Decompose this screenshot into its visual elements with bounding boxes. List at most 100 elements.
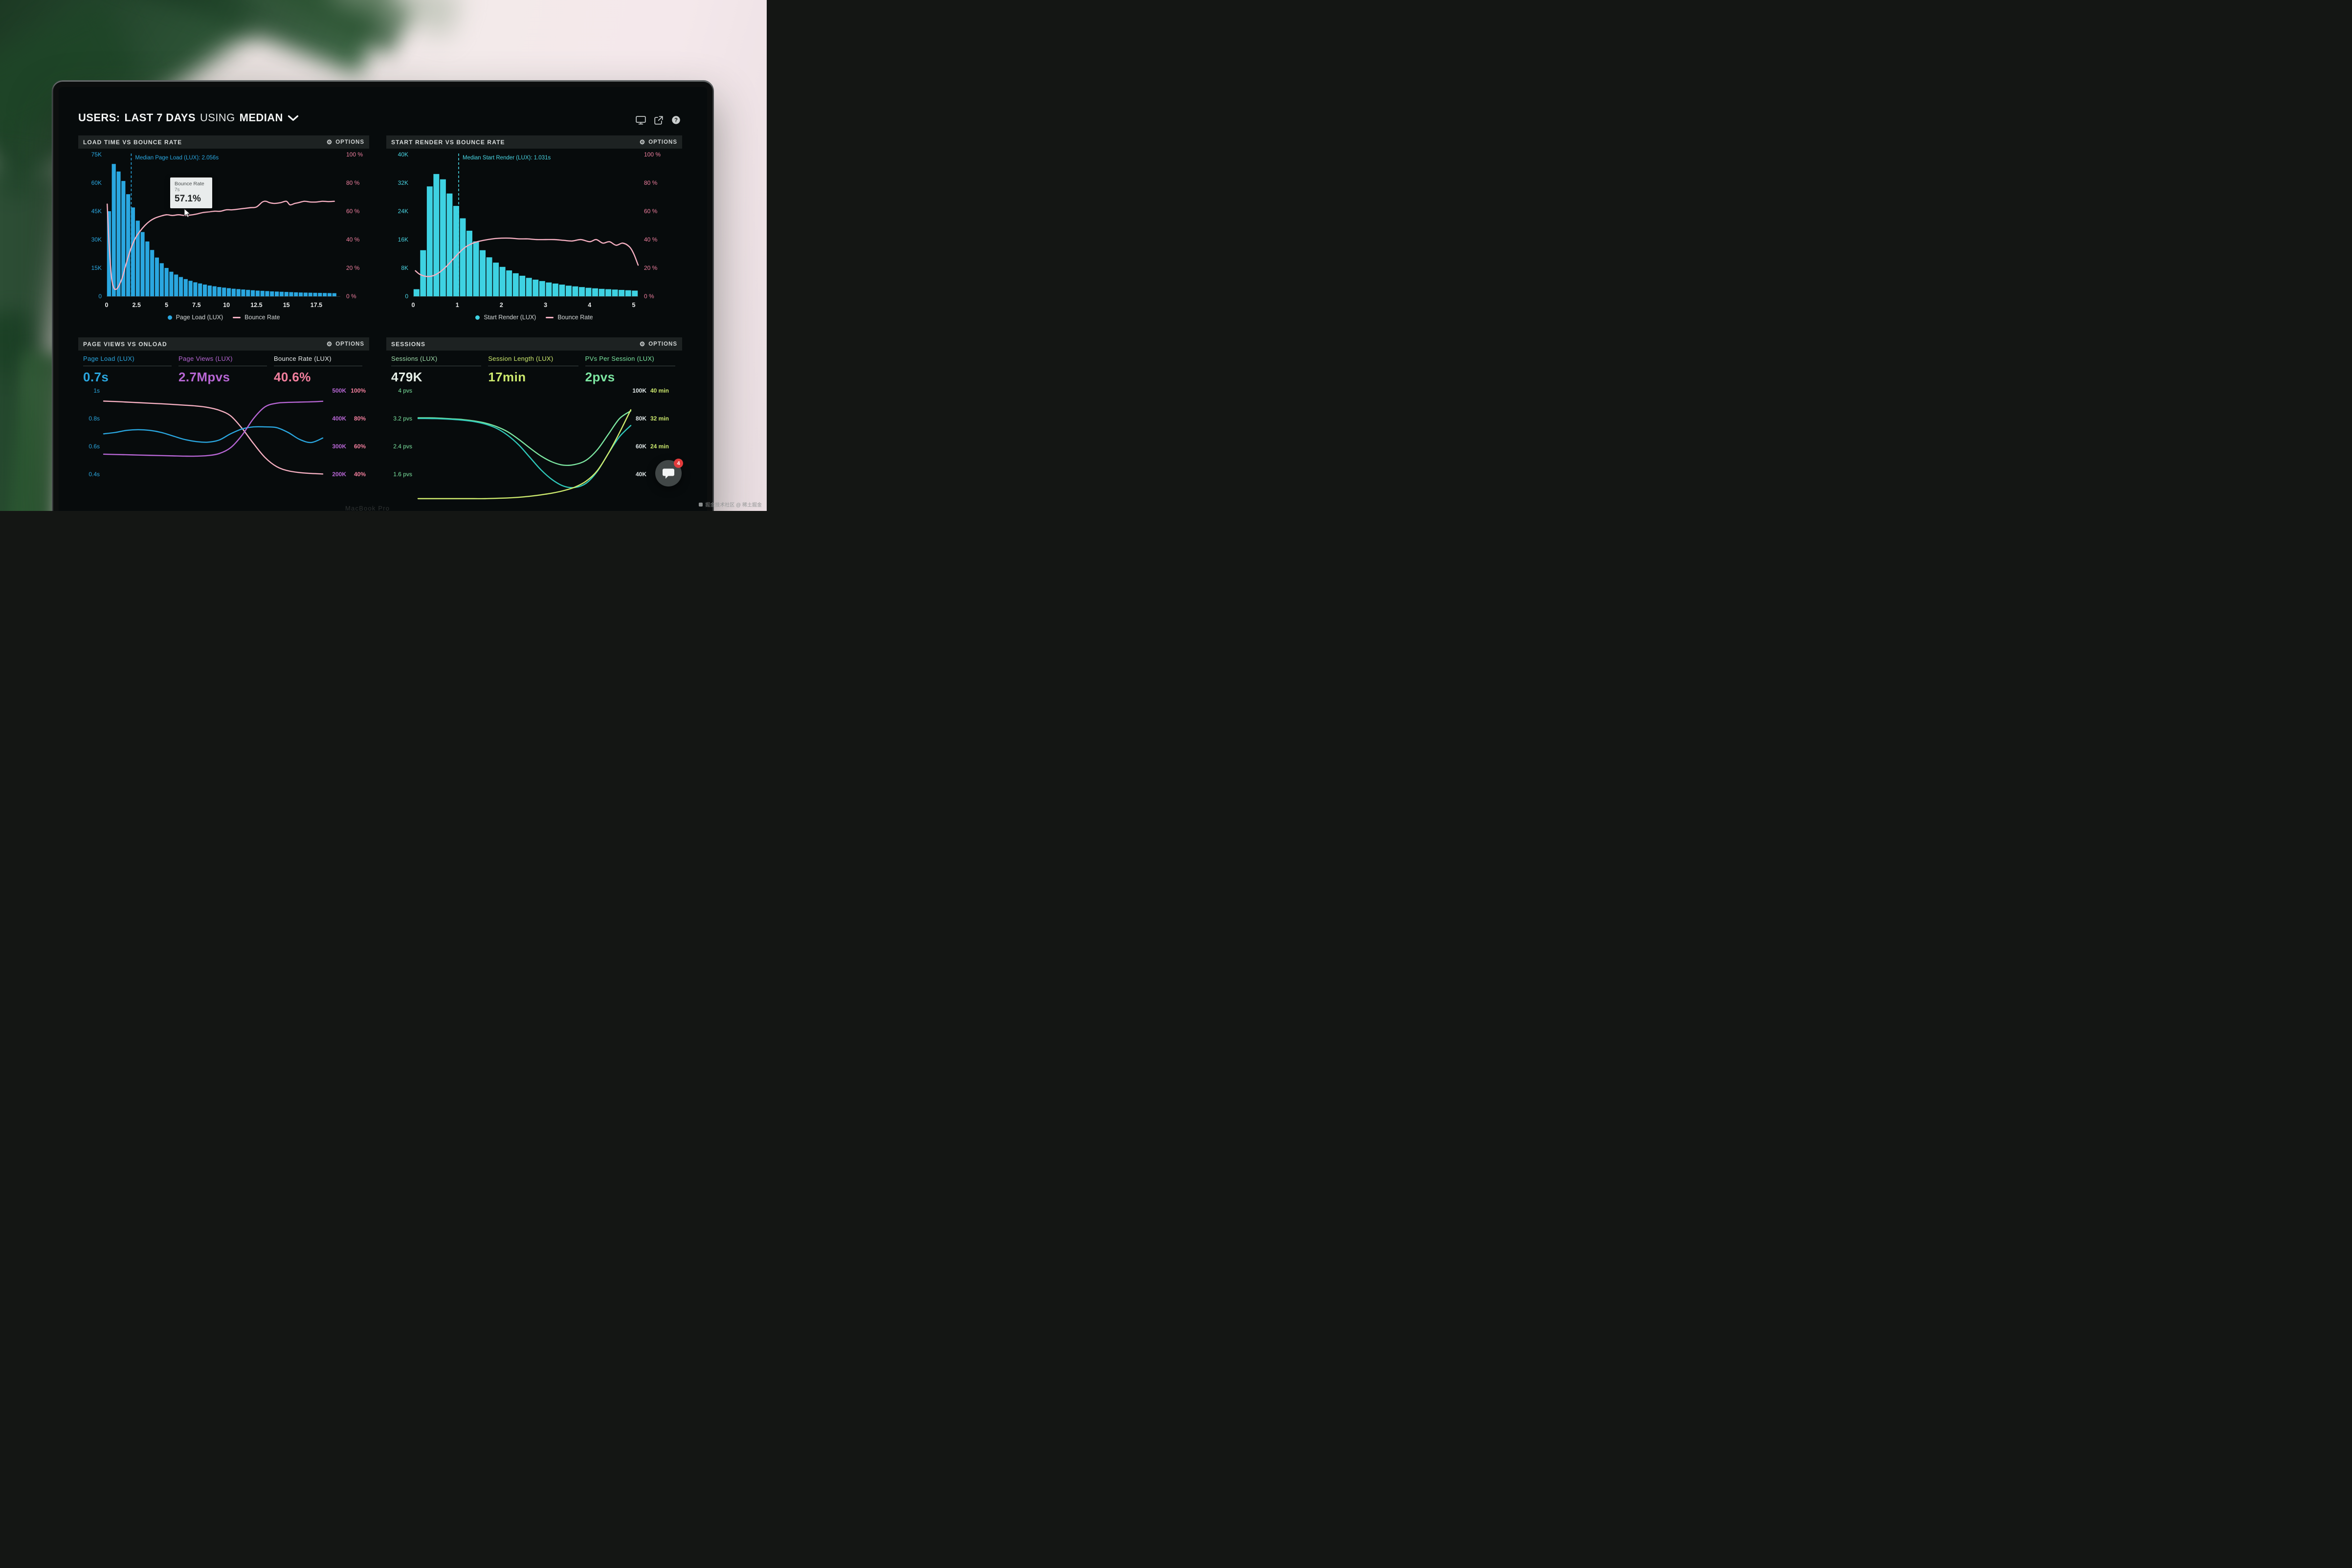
metric-summary-row: Sessions (LUX) 479K Session Length (LUX)… — [386, 351, 682, 385]
svg-text:?: ? — [674, 117, 678, 123]
legend-line-icon — [233, 316, 241, 318]
options-button[interactable]: ⚙ OPTIONS — [640, 341, 677, 347]
svg-text:0.8s: 0.8s — [89, 415, 100, 422]
metric-value: 479K — [391, 370, 422, 384]
svg-text:32K: 32K — [398, 179, 408, 186]
svg-text:2: 2 — [500, 302, 503, 309]
laptop-brand-text: MacBook Pro — [345, 505, 390, 511]
legend-label: Bounce Rate — [557, 314, 593, 321]
options-button[interactable]: ⚙ OPTIONS — [327, 341, 364, 347]
svg-text:15: 15 — [283, 302, 290, 309]
display-icon[interactable] — [636, 115, 646, 125]
svg-text:4: 4 — [588, 302, 591, 309]
svg-text:12.5: 12.5 — [250, 302, 262, 309]
svg-text:60 %: 60 % — [346, 208, 360, 215]
options-button[interactable]: ⚙ OPTIONS — [327, 139, 364, 145]
header-title-users: USERS: — [78, 111, 120, 124]
legend-dot-icon — [475, 315, 480, 320]
svg-text:60 %: 60 % — [644, 208, 658, 215]
metric-value: 2.7Mpvs — [178, 370, 230, 384]
load-time-histogram-canvas[interactable]: 75K 60K 45K 30K 15K 0 100 % 80 % 60 % 40 % 20 % 0 %… — [78, 149, 369, 313]
gear-icon: ⚙ — [639, 340, 646, 348]
svg-text:0 %: 0 % — [346, 293, 356, 300]
svg-text:40 %: 40 % — [346, 236, 360, 243]
svg-text:0.6s: 0.6s — [89, 443, 100, 450]
chevron-down-icon[interactable] — [288, 115, 299, 121]
chat-widget-button[interactable]: 4 — [655, 459, 683, 486]
gear-icon: ⚙ — [326, 340, 333, 348]
options-label: OPTIONS — [648, 139, 677, 145]
metric-pvs-per-session: PVs Per Session (LUX) 2pvs — [585, 355, 682, 385]
plant-leaf — [104, 0, 395, 75]
svg-text:60K: 60K — [636, 443, 646, 450]
svg-text:24 min: 24 min — [650, 443, 669, 450]
metric-value: 17min — [488, 370, 526, 384]
metric-label: Bounce Rate (LUX) — [274, 355, 332, 362]
svg-text:0: 0 — [98, 293, 102, 300]
panel-load-time-vs-bounce-rate: LOAD TIME VS BOUNCE RATE ⚙ OPTIONS 75K 60… — [78, 135, 369, 321]
chart-legend: Start Render (LUX) Bounce Rate — [386, 314, 682, 321]
svg-text:100 %: 100 % — [346, 151, 363, 158]
help-icon[interactable]: ? — [671, 115, 681, 125]
svg-text:200K: 200K — [332, 471, 346, 478]
panel-header: LOAD TIME VS BOUNCE RATE ⚙ OPTIONS — [78, 135, 369, 149]
options-button[interactable]: ⚙ OPTIONS — [640, 139, 677, 145]
start-render-histogram-canvas[interactable]: 40K 32K 24K 16K 8K 0 100 % 80 % 60 % 40 % 20 % 0 % 0… — [386, 149, 682, 313]
metric-sessions: Sessions (LUX) 479K — [391, 355, 488, 385]
svg-text:17.5: 17.5 — [311, 302, 322, 309]
laptop-frame: USERS: LAST 7 DAYS USING MEDIAN ? — [52, 80, 714, 511]
svg-text:20 %: 20 % — [346, 265, 360, 271]
svg-text:8K: 8K — [401, 265, 408, 271]
svg-text:2.4 pvs: 2.4 pvs — [393, 443, 412, 450]
page-views-line-chart-canvas[interactable]: 1s 0.8s 0.6s 0.4s 500K 400K 300K 200K 100% 80% 60%… — [78, 385, 369, 510]
svg-text:40%: 40% — [354, 471, 366, 478]
svg-text:80%: 80% — [354, 415, 366, 422]
svg-text:40 %: 40 % — [644, 236, 658, 243]
legend-label: Start Render (LUX) — [484, 314, 536, 321]
plant-leaf — [250, 0, 415, 56]
svg-text:80 %: 80 % — [346, 179, 360, 186]
chart-tooltip: Bounce Rate 7s 57.1% — [170, 177, 212, 208]
svg-text:5: 5 — [165, 302, 168, 309]
gear-icon: ⚙ — [326, 138, 333, 146]
svg-text:3: 3 — [544, 302, 547, 309]
svg-text:0: 0 — [412, 302, 415, 309]
legend-dot-icon — [167, 315, 172, 320]
metric-summary-row: Page Load (LUX) 0.7s Page Views (LUX) 2.… — [78, 351, 369, 385]
panel-header: PAGE VIEWS VS ONLOAD ⚙ OPTIONS — [78, 337, 369, 351]
external-link-icon[interactable] — [654, 115, 663, 125]
load-time-chart-area: 75K 60K 45K 30K 15K 0 100 % 80 % 60 % 40 % 20 % 0 %… — [78, 149, 369, 321]
svg-text:7.5: 7.5 — [192, 302, 200, 309]
svg-text:20 %: 20 % — [644, 265, 658, 271]
metric-value: 0.7s — [83, 370, 109, 384]
svg-text:60K: 60K — [91, 179, 102, 186]
dashboard-scope-dropdown[interactable]: USERS: LAST 7 DAYS USING MEDIAN — [78, 111, 299, 124]
svg-text:40K: 40K — [636, 471, 646, 478]
metric-bounce-rate: Bounce Rate (LUX) 40.6% — [274, 355, 369, 385]
metric-session-length: Session Length (LUX) 17min — [488, 355, 585, 385]
svg-text:80K: 80K — [636, 415, 646, 422]
panel-sessions: SESSIONS ⚙ OPTIONS Sessions (LUX) 479K S… — [386, 337, 682, 510]
panel-title: SESSIONS — [391, 340, 426, 348]
chart-legend: Page Load (LUX) Bounce Rate — [78, 314, 369, 321]
metric-page-load: Page Load (LUX) 0.7s — [83, 355, 178, 385]
panel-page-views-vs-onload: PAGE VIEWS VS ONLOAD ⚙ OPTIONS Page Load… — [78, 337, 369, 510]
juejin-logo-icon — [699, 502, 703, 507]
tooltip-value: 57.1% — [175, 194, 201, 204]
sessions-line-chart-canvas[interactable]: 4 pvs 3.2 pvs 2.4 pvs 1.6 pvs 100K 80K 60K 40K 4… — [386, 385, 682, 510]
svg-text:0.4s: 0.4s — [89, 471, 100, 478]
svg-text:10: 10 — [223, 302, 230, 309]
options-label: OPTIONS — [648, 341, 677, 347]
svg-text:100%: 100% — [351, 387, 366, 394]
page-views-chart-area: 1s 0.8s 0.6s 0.4s 500K 400K 300K 200K 100% 80% 60%… — [78, 385, 369, 510]
svg-text:400K: 400K — [332, 415, 346, 422]
options-label: OPTIONS — [335, 139, 364, 145]
legend-label: Page Load (LUX) — [176, 314, 223, 321]
svg-text:0 %: 0 % — [644, 293, 654, 300]
svg-text:100 %: 100 % — [644, 151, 661, 158]
legend-line-icon — [546, 316, 554, 318]
metric-page-views: Page Views (LUX) 2.7Mpvs — [178, 355, 274, 385]
metric-label: Page Views (LUX) — [178, 355, 233, 362]
svg-text:32 min: 32 min — [650, 415, 669, 422]
svg-text:Median Page Load (LUX): 2.056s: Median Page Load (LUX): 2.056s — [135, 155, 219, 161]
